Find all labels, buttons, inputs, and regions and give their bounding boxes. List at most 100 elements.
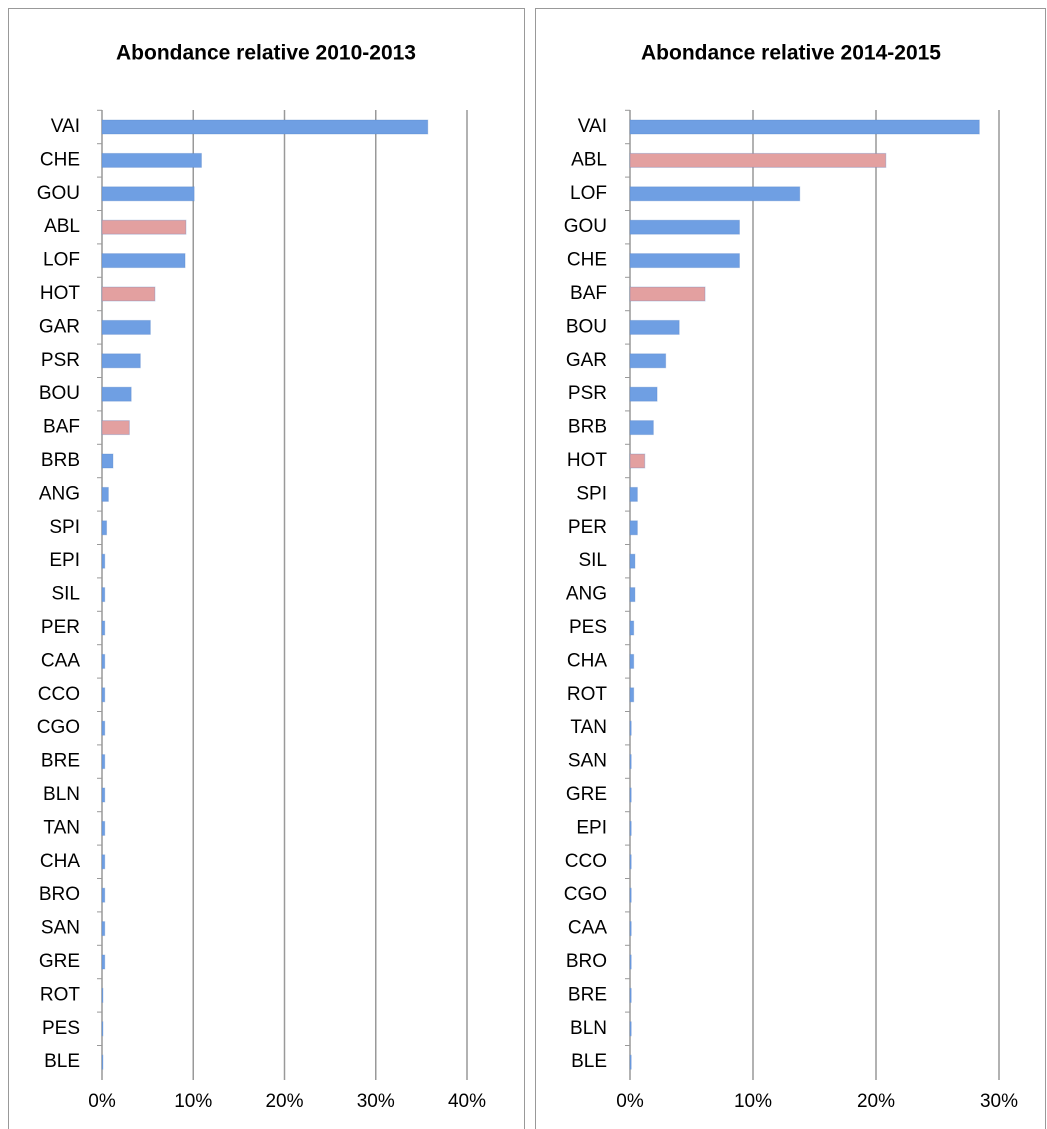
- y-tick-label: PER: [568, 517, 607, 538]
- y-tick-label: ABL: [44, 216, 80, 237]
- y-tick-label: SAN: [41, 918, 80, 939]
- y-tick-label: ANG: [39, 483, 80, 504]
- y-tick-label: CAA: [568, 918, 607, 939]
- bar: [629, 186, 801, 202]
- bar: [629, 653, 635, 669]
- y-tick-label: BRB: [41, 450, 80, 471]
- bar: [101, 587, 106, 603]
- bar: [101, 219, 187, 235]
- bar: [101, 152, 202, 168]
- y-tick-label: SPI: [576, 483, 607, 504]
- bar: [101, 787, 106, 803]
- bar: [629, 620, 635, 636]
- y-tick-label: SPI: [49, 517, 80, 538]
- y-tick-label: BRB: [568, 417, 607, 438]
- bar: [629, 353, 667, 369]
- y-tick-label: BLE: [571, 1051, 607, 1072]
- y-tick-label: VAI: [51, 116, 80, 137]
- y-tick-label: GOU: [564, 216, 607, 237]
- y-tick-label: ANG: [566, 584, 607, 605]
- bar: [629, 887, 632, 903]
- x-tick-label: 40%: [448, 1091, 486, 1112]
- y-tick-label: VAI: [578, 116, 607, 137]
- bar: [629, 1021, 632, 1037]
- bar: [101, 921, 106, 937]
- y-tick-label: BOU: [39, 383, 80, 404]
- bar: [101, 286, 156, 302]
- bar: [101, 486, 109, 502]
- bar: [629, 520, 638, 536]
- y-tick-label: CHE: [40, 149, 80, 170]
- y-tick-label: SIL: [578, 550, 607, 571]
- y-tick-label: CCO: [38, 684, 80, 705]
- x-tick-label: 30%: [980, 1091, 1018, 1112]
- bar: [629, 587, 636, 603]
- x-tick-label: 10%: [734, 1091, 772, 1112]
- y-tick-label: PES: [569, 617, 607, 638]
- y-tick-label: CHE: [567, 250, 607, 271]
- bar: [629, 720, 632, 736]
- bar: [629, 152, 887, 168]
- bar: [629, 921, 632, 937]
- y-tick-label: BRE: [41, 751, 80, 772]
- bar: [101, 420, 130, 436]
- y-tick-label: GOU: [37, 183, 80, 204]
- bar: [629, 854, 632, 870]
- y-tick-label: CHA: [567, 650, 607, 671]
- bar: [629, 1054, 632, 1070]
- y-tick-label: TAN: [570, 717, 607, 738]
- y-tick-label: SIL: [51, 584, 80, 605]
- bar: [629, 954, 632, 970]
- x-tick-label: 10%: [174, 1091, 212, 1112]
- bar: [101, 319, 151, 335]
- y-tick-label: BRO: [39, 884, 80, 905]
- y-tick-label: EPI: [576, 817, 607, 838]
- bar: [101, 1021, 104, 1037]
- y-tick-label: PSR: [568, 383, 607, 404]
- bar: [629, 754, 632, 770]
- bar: [101, 854, 106, 870]
- panel: [8, 8, 525, 1129]
- bar: [101, 820, 106, 836]
- y-tick-label: GAR: [39, 316, 80, 337]
- bar: [629, 286, 706, 302]
- y-tick-label: LOF: [43, 250, 80, 271]
- y-tick-label: BRO: [566, 951, 607, 972]
- y-tick-label: BLN: [43, 784, 80, 805]
- y-tick-label: PER: [41, 617, 80, 638]
- bar: [629, 987, 632, 1003]
- x-tick-label: 20%: [265, 1091, 303, 1112]
- bar: [101, 186, 195, 202]
- bar: [101, 754, 106, 770]
- y-tick-label: BLN: [570, 1018, 607, 1039]
- bar: [101, 653, 106, 669]
- y-tick-label: BOU: [566, 316, 607, 337]
- y-tick-label: TAN: [43, 817, 80, 838]
- bar: [101, 353, 141, 369]
- bar: [101, 687, 106, 703]
- y-tick-label: ROT: [40, 984, 81, 1005]
- bar: [629, 253, 740, 269]
- y-tick-label: CCO: [565, 851, 607, 872]
- bar: [101, 386, 132, 402]
- bar: [629, 386, 658, 402]
- x-tick-label: 0%: [616, 1091, 644, 1112]
- bar: [629, 553, 636, 569]
- bar: [101, 253, 186, 269]
- y-tick-label: PSR: [41, 350, 80, 371]
- chart-title: Abondance relative 2010-2013: [116, 42, 416, 65]
- bar: [101, 620, 106, 636]
- bar: [629, 219, 740, 235]
- bar: [101, 720, 106, 736]
- y-tick-label: BRE: [568, 984, 607, 1005]
- bar: [101, 520, 108, 536]
- y-tick-label: EPI: [49, 550, 80, 571]
- y-tick-label: CGO: [564, 884, 607, 905]
- panel: [535, 8, 1046, 1129]
- bar: [629, 787, 632, 803]
- bar: [629, 119, 980, 135]
- bar: [629, 319, 680, 335]
- bar: [101, 954, 106, 970]
- bar: [101, 453, 114, 469]
